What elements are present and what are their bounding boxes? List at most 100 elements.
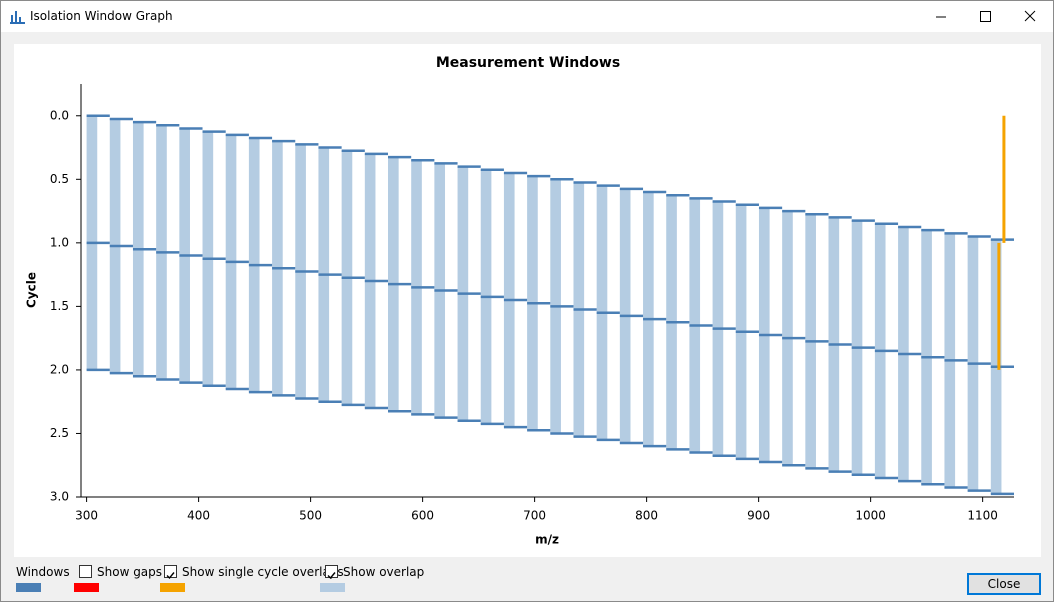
checkbox[interactable] <box>164 565 177 580</box>
overlap-bar <box>411 287 422 415</box>
window-title: Isolation Window Graph <box>30 9 173 23</box>
overlap-bar <box>132 122 144 250</box>
overlap-bar <box>619 188 631 316</box>
x-tick-label: 500 <box>299 509 322 523</box>
overlap-bar <box>272 141 283 269</box>
chart-title: Measurement Windows <box>436 55 620 71</box>
overlap-bar <box>828 344 840 472</box>
overlap-bar <box>434 163 446 291</box>
overlap-bar <box>156 252 167 380</box>
overlap-bar <box>712 328 724 456</box>
x-tick-label: 700 <box>523 509 546 523</box>
overlap-bar <box>527 303 538 431</box>
overlap-bar <box>527 176 538 304</box>
overlap-bar <box>782 338 793 466</box>
overlap-bar <box>921 230 932 358</box>
overlap-bar <box>967 363 979 491</box>
overlap-bar <box>990 366 1002 494</box>
overlap-bar <box>573 182 585 310</box>
legend-swatch <box>16 583 41 592</box>
overlap-bar <box>109 246 121 374</box>
x-tick-label: 800 <box>635 509 658 523</box>
overlap-bar <box>990 239 1002 367</box>
overlap-bar <box>434 290 446 418</box>
overlap-bar <box>758 334 770 463</box>
y-tick-label: 0.0 <box>50 108 69 122</box>
overlap-bar <box>851 220 863 348</box>
checkbox[interactable] <box>79 565 92 578</box>
overlap-bar <box>596 185 608 313</box>
checkbox[interactable] <box>325 565 338 580</box>
overlap-bar <box>874 350 886 478</box>
overlap-bar <box>295 144 306 272</box>
y-tick-label: 0.5 <box>50 172 69 186</box>
overlap-bar <box>666 195 677 323</box>
overlap-bar <box>805 341 816 469</box>
checkbox-label[interactable]: Show single cycle overlaps <box>182 565 344 579</box>
overlap-bar <box>758 207 770 335</box>
y-tick-label: 1.0 <box>50 235 69 249</box>
overlap-bar <box>689 325 701 453</box>
overlap-bar <box>944 233 956 361</box>
overlap-bar <box>248 138 260 266</box>
overlap-bar <box>179 255 190 383</box>
legend-label: Windows <box>16 565 70 579</box>
legend-swatch <box>160 583 185 592</box>
overlap-bar <box>898 226 909 355</box>
overlap-bar <box>318 274 330 402</box>
legend-swatch <box>74 583 99 592</box>
legend-swatch <box>320 583 345 592</box>
x-tick-label: 400 <box>187 509 210 523</box>
y-tick-label: 2.5 <box>50 426 69 440</box>
x-tick-label: 300 <box>75 509 98 523</box>
checkbox-label[interactable]: Show overlap <box>343 565 425 579</box>
overlap-bar <box>132 249 144 377</box>
overlap-bar <box>364 280 376 409</box>
overlap-bar <box>86 115 98 243</box>
overlap-bar <box>480 296 492 424</box>
overlap-bar <box>805 214 816 342</box>
overlap-bar <box>248 265 260 393</box>
app-icon <box>10 11 25 24</box>
overlap-bar <box>341 277 353 405</box>
overlap-bar <box>295 271 306 399</box>
overlap-bar <box>898 354 909 482</box>
overlap-bar <box>550 306 561 434</box>
overlap-bar <box>735 204 747 332</box>
overlap-bar <box>86 242 98 370</box>
overlap-bar <box>109 118 121 247</box>
overlap-bar <box>689 198 701 326</box>
checkbox-label[interactable]: Show gaps <box>97 565 163 579</box>
overlap-bar <box>202 131 214 259</box>
overlap-bar <box>457 293 469 421</box>
x-tick-label: 1100 <box>967 509 998 523</box>
overlap-bar <box>318 147 330 275</box>
x-tick-label: 900 <box>747 509 770 523</box>
overlap-bar <box>643 192 654 320</box>
overlap-bar <box>550 179 561 307</box>
overlap-bar <box>735 331 747 459</box>
overlap-bar <box>156 125 167 253</box>
overlap-bar <box>503 300 515 428</box>
overlap-bar <box>202 258 214 386</box>
overlap-bar <box>457 166 469 294</box>
overlap-bar <box>944 360 956 488</box>
overlap-bar <box>364 153 376 281</box>
overlap-bar <box>225 261 237 389</box>
close-button[interactable]: Close <box>967 573 1041 595</box>
window-controls[interactable] <box>921 1 1053 32</box>
overlap-bar <box>666 322 677 450</box>
chart: Measurement Windows m/z Cycle 0.0 0.5 1.0 1… <box>14 44 1041 557</box>
x-tick-label: 600 <box>411 509 434 523</box>
overlap-bar <box>712 201 724 329</box>
y-axis-label: Cycle <box>25 272 39 308</box>
overlap-bar <box>573 309 585 437</box>
overlap-bar <box>921 357 932 485</box>
x-tick-label: 1000 <box>855 509 886 523</box>
overlap-bar <box>388 284 399 412</box>
overlap-bar <box>874 223 886 351</box>
y-tick-label: 3.0 <box>50 490 69 504</box>
overlap-bar <box>179 128 190 256</box>
overlap-bar <box>643 319 654 447</box>
